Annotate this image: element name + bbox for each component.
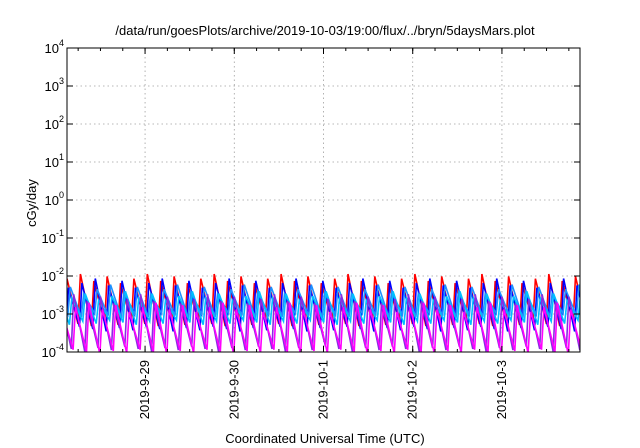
series-line: [67, 291, 580, 325]
x-tick-label: 2019-10-3: [494, 360, 509, 419]
x-tick-label: 2019-9-29: [137, 360, 152, 419]
x-tick-label: 2019-9-30: [226, 360, 241, 419]
y-tick-label: 10-4: [42, 342, 64, 360]
x-axis-label: Coordinated Universal Time (UTC): [225, 431, 424, 446]
x-tick-label: 2019-10-1: [316, 360, 331, 419]
x-tick-label: 2019-10-2: [405, 360, 420, 419]
y-tick-label: 102: [45, 114, 64, 132]
series-group: [67, 273, 580, 352]
y-tick-label: 101: [45, 152, 64, 170]
y-axis-label: cGy/day: [24, 179, 39, 227]
series-line: [67, 302, 580, 352]
axis-ticks: 10-4 10-3 10-2 10-1 100 101 102 103 104 2019-9-29…: [42, 38, 580, 419]
y-tick-label: 104: [45, 38, 64, 56]
y-tick-label: 10-2: [42, 266, 64, 284]
y-tick-label: 10-1: [42, 228, 64, 246]
y-tick-label: 103: [45, 76, 64, 94]
y-tick-label: 10-3: [42, 304, 64, 322]
y-tick-label: 100: [45, 190, 64, 208]
chart-title: /data/run/goesPlots/archive/2019-10-03/1…: [115, 23, 535, 38]
